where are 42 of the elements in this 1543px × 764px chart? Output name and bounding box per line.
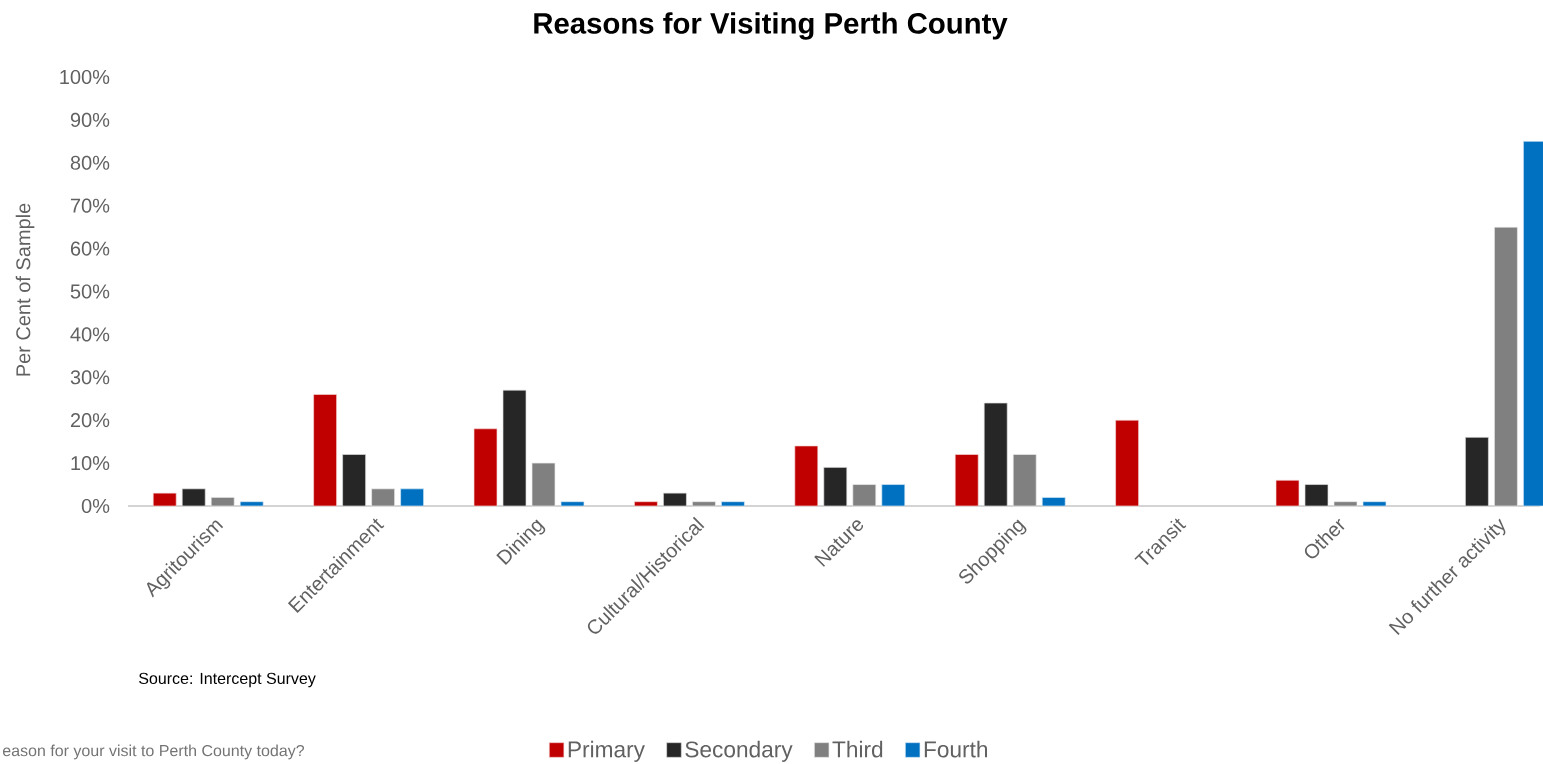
bar <box>1362 501 1387 507</box>
bar <box>1494 226 1518 507</box>
legend-label: Primary <box>568 740 645 762</box>
y-tick-label: 100% <box>60 69 110 85</box>
y-tick-label: 40% <box>70 327 110 342</box>
bar <box>1333 501 1358 507</box>
bar <box>1115 419 1139 507</box>
bar <box>692 501 716 507</box>
bar <box>152 492 177 507</box>
y-tick-label: 0% <box>81 498 110 514</box>
legend-label: Fourth <box>924 740 988 758</box>
bar <box>531 462 556 507</box>
y-tick-label: 50% <box>70 284 110 299</box>
text: eason for your visit to Perth County today? <box>2 744 305 760</box>
bar <box>852 484 877 507</box>
y-tick-label: 90% <box>70 112 110 127</box>
bar <box>1012 454 1037 507</box>
y-tick-label: 30% <box>70 370 110 385</box>
source-note: Source: Intercept Survey <box>139 672 316 688</box>
y-tick-label: 80% <box>70 155 110 170</box>
y-tick-label: 20% <box>70 413 110 428</box>
bar <box>560 501 585 507</box>
bar <box>1275 479 1300 507</box>
y-tick-label: 70% <box>70 198 110 213</box>
bar <box>210 497 235 507</box>
bar <box>313 394 337 507</box>
chart-title: Reasons for Visiting Perth County <box>534 12 1008 40</box>
bar <box>954 454 979 507</box>
bar <box>371 488 395 507</box>
y-tick-label: 10% <box>71 456 110 471</box>
bar <box>881 484 906 507</box>
bar <box>634 501 658 507</box>
bar <box>1041 497 1066 507</box>
bar <box>400 488 424 507</box>
bar <box>239 501 264 507</box>
y-axis-title: Per Cent of Sample <box>15 203 35 376</box>
bar <box>794 445 819 507</box>
y-tick-label: 60% <box>70 241 110 256</box>
bar <box>473 428 498 507</box>
bar <box>721 501 745 507</box>
legend-label: Third <box>832 740 883 758</box>
legend-label: Secondary <box>685 740 793 762</box>
